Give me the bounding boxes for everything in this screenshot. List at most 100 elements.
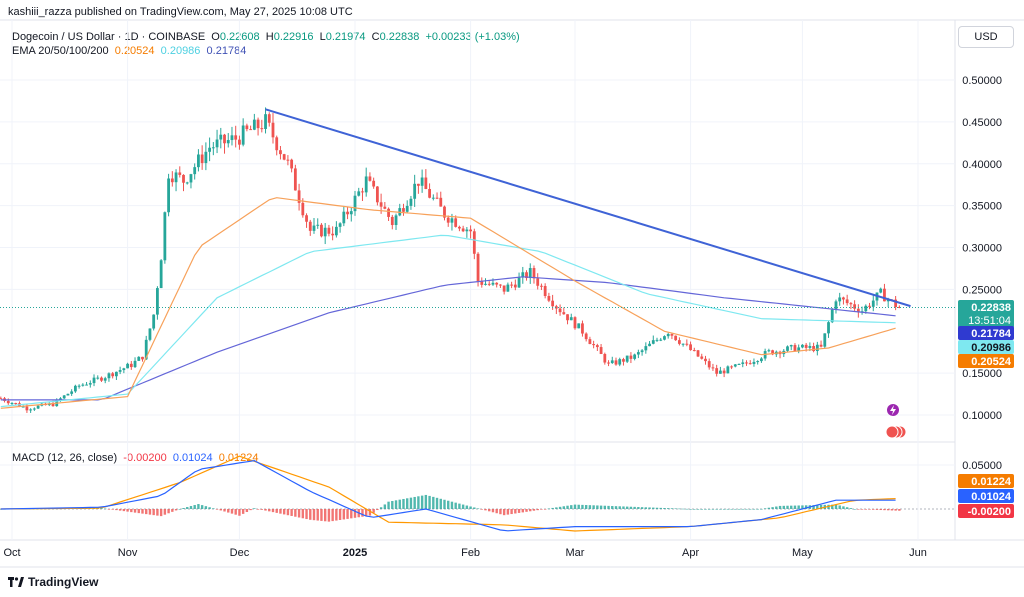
macd-histogram-bar [864, 509, 868, 510]
macd-histogram-bar [674, 508, 677, 510]
price-axis-label: 0.21784 [971, 328, 1012, 340]
candle-body [29, 409, 33, 411]
us-flag-icon[interactable] [885, 425, 907, 439]
candle-body [625, 355, 629, 362]
candle-body [659, 339, 663, 341]
trendline[interactable] [265, 108, 911, 308]
candle-body [577, 323, 581, 329]
candle-body [156, 288, 159, 315]
time-tick-label: Nov [118, 547, 138, 559]
candle-body [409, 198, 413, 206]
macd-histogram-bar [186, 507, 189, 509]
candle-body [756, 361, 760, 363]
macd-histogram-bar [104, 508, 107, 510]
macd-histogram-bar [778, 505, 782, 509]
macd-histogram-bar [666, 508, 670, 509]
macd-histogram-bar [417, 496, 420, 509]
macd-histogram-bar [413, 496, 416, 509]
macd-histogram-bar [383, 504, 387, 509]
event-lightning-icon[interactable] [887, 404, 899, 416]
macd-axis[interactable]: 0.05000 [0, 460, 1002, 510]
candle-body [167, 178, 170, 213]
trendline-group[interactable] [0, 108, 955, 308]
candle-body [159, 260, 163, 289]
macd-histogram-bar [678, 508, 681, 510]
price-tick-label: 0.25000 [962, 284, 1002, 296]
symbol-name[interactable]: Dogecoin / US Dollar · 1D · COINBASE [12, 31, 206, 43]
candle-body [506, 284, 510, 292]
candle-body [51, 403, 55, 407]
candle-body [148, 328, 152, 340]
candle-body [540, 285, 543, 287]
macd-histogram-bar [584, 505, 588, 509]
macd-histogram-bar [465, 505, 469, 509]
ema-value-20: 0.20524 [114, 45, 155, 57]
macd-histogram-bar [655, 507, 659, 509]
candle-body [349, 211, 353, 215]
candle-body [364, 176, 368, 193]
candle-body [472, 231, 476, 254]
candle-body [584, 333, 588, 340]
candle-body [499, 284, 502, 286]
candle-body [245, 125, 249, 130]
macd-histogram-bar [368, 509, 372, 516]
candle-body [66, 393, 70, 396]
candle-body [372, 180, 376, 187]
macd-histogram-bar [253, 508, 256, 509]
macd-histogram-bar [625, 506, 629, 509]
candle-body [320, 224, 323, 237]
macd-histogram-bar [480, 509, 483, 510]
macd-line [0, 459, 896, 532]
candle-body [707, 361, 711, 368]
macd-histogram-bar [163, 509, 167, 515]
candle-body [771, 350, 774, 355]
macd-axis-label-bg [958, 474, 1014, 488]
candlestick-series[interactable] [0, 107, 901, 413]
candle-body [748, 363, 752, 365]
macd-histogram-bar [849, 508, 853, 509]
macd-histogram-bar [387, 501, 390, 509]
macd-histogram-bar [681, 508, 685, 510]
candle-body [323, 227, 327, 237]
currency-button[interactable]: USD [958, 26, 1014, 48]
candle-body [480, 281, 484, 285]
ema-label[interactable]: EMA 20/50/100/200 [12, 45, 109, 57]
candle-body [189, 174, 193, 183]
candle-body [241, 125, 245, 145]
macd-histogram-bar [260, 509, 264, 510]
macd-histogram-bar [640, 507, 644, 509]
macd-histogram-bar [618, 506, 621, 509]
price-tick-label: 0.45000 [962, 117, 1002, 129]
macd-histogram-bar [782, 505, 785, 509]
candle-body [219, 134, 223, 140]
candle-body [845, 299, 849, 304]
macd-histogram-bar [637, 507, 640, 509]
macd-histogram-bar [219, 509, 222, 511]
tradingview-logo[interactable]: TradingView [8, 575, 98, 589]
candle-body [338, 223, 342, 227]
candle-body [607, 362, 610, 364]
price-axis[interactable]: 0.50000 0.45000 0.40000 0.35000 0.30000 0.250… [0, 75, 1002, 422]
macd-histogram-bar [350, 509, 353, 519]
candle-body [271, 122, 275, 138]
candle-body [663, 336, 666, 340]
candle-body [10, 402, 14, 404]
macd-histogram-bar [790, 505, 793, 509]
macd-histogram-bar [529, 509, 532, 512]
macd-histogram-bar [629, 506, 633, 509]
macd-histogram-bar [320, 509, 323, 521]
macd-histogram-bar [793, 505, 797, 509]
candle-body [32, 408, 36, 410]
macd-histogram-bar [398, 499, 401, 509]
candle-body [238, 139, 241, 145]
macd-histogram-bar [208, 507, 211, 509]
candle-body [279, 150, 282, 155]
macd-histogram-bar [301, 509, 305, 519]
candle-body [85, 384, 88, 386]
price-axis-label-bg [958, 300, 1014, 328]
macd-histogram-bar [644, 507, 648, 509]
candle-body [346, 211, 349, 215]
macd-label[interactable]: MACD (12, 26, close) [12, 452, 118, 464]
